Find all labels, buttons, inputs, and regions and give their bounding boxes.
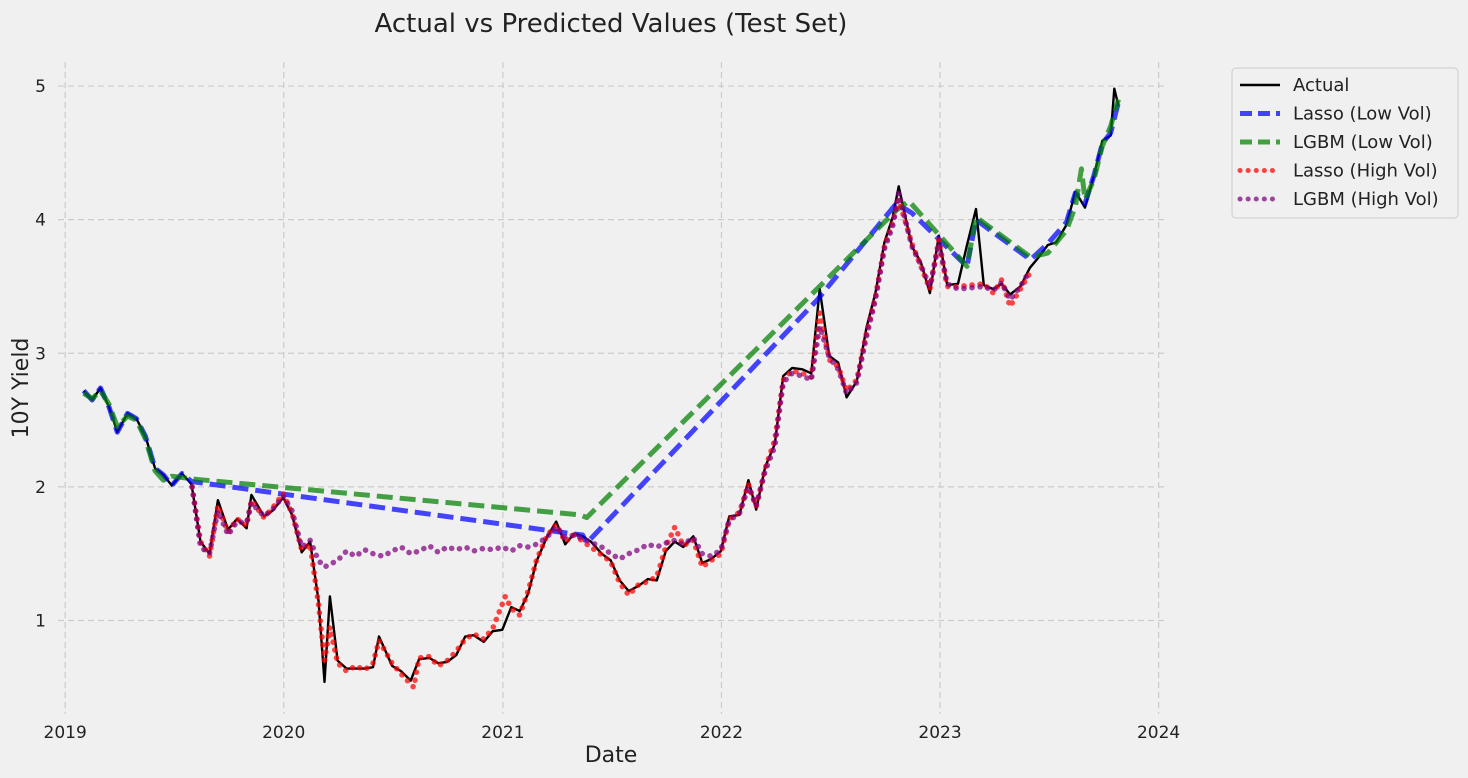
plot-series (81, 87, 1121, 691)
series-line-lgbm-low-vol (82, 98, 1121, 521)
legend: Actual Lasso (Low Vol) LGBM (Low Vol) Lasso… (1231, 67, 1459, 219)
x-axis-ticks: 2019 2020 2021 2022 2023 2024 (44, 723, 1181, 743)
x-tick-label: 2024 (1137, 723, 1180, 743)
legend-box (1231, 67, 1459, 219)
x-tick-label: 2020 (262, 723, 305, 743)
y-axis-label: 10Y Yield (9, 338, 34, 439)
series-line-lgbm-high-vol (189, 190, 1033, 570)
chart-title: Actual vs Predicted Values (Test Set) (375, 9, 848, 39)
y-tick-label: 4 (35, 211, 46, 231)
legend-label: Lasso (Low Vol) (1293, 104, 1432, 125)
x-tick-label: 2022 (700, 723, 743, 743)
legend-label: Actual (1293, 75, 1349, 96)
y-tick-label: 3 (35, 344, 46, 364)
grid-lines (58, 62, 1164, 714)
legend-label: LGBM (Low Vol) (1293, 132, 1433, 153)
y-tick-label: 1 (35, 611, 46, 631)
x-tick-label: 2023 (918, 723, 961, 743)
x-axis-label: Date (585, 743, 638, 768)
x-tick-label: 2019 (44, 723, 87, 743)
x-tick-label: 2021 (481, 723, 524, 743)
legend-label: Lasso (High Vol) (1293, 161, 1438, 182)
y-tick-label: 2 (35, 478, 46, 498)
y-axis-ticks: 1 2 3 4 5 (35, 77, 46, 631)
y-tick-label: 5 (35, 77, 46, 97)
legend-label: LGBM (High Vol) (1293, 189, 1439, 210)
